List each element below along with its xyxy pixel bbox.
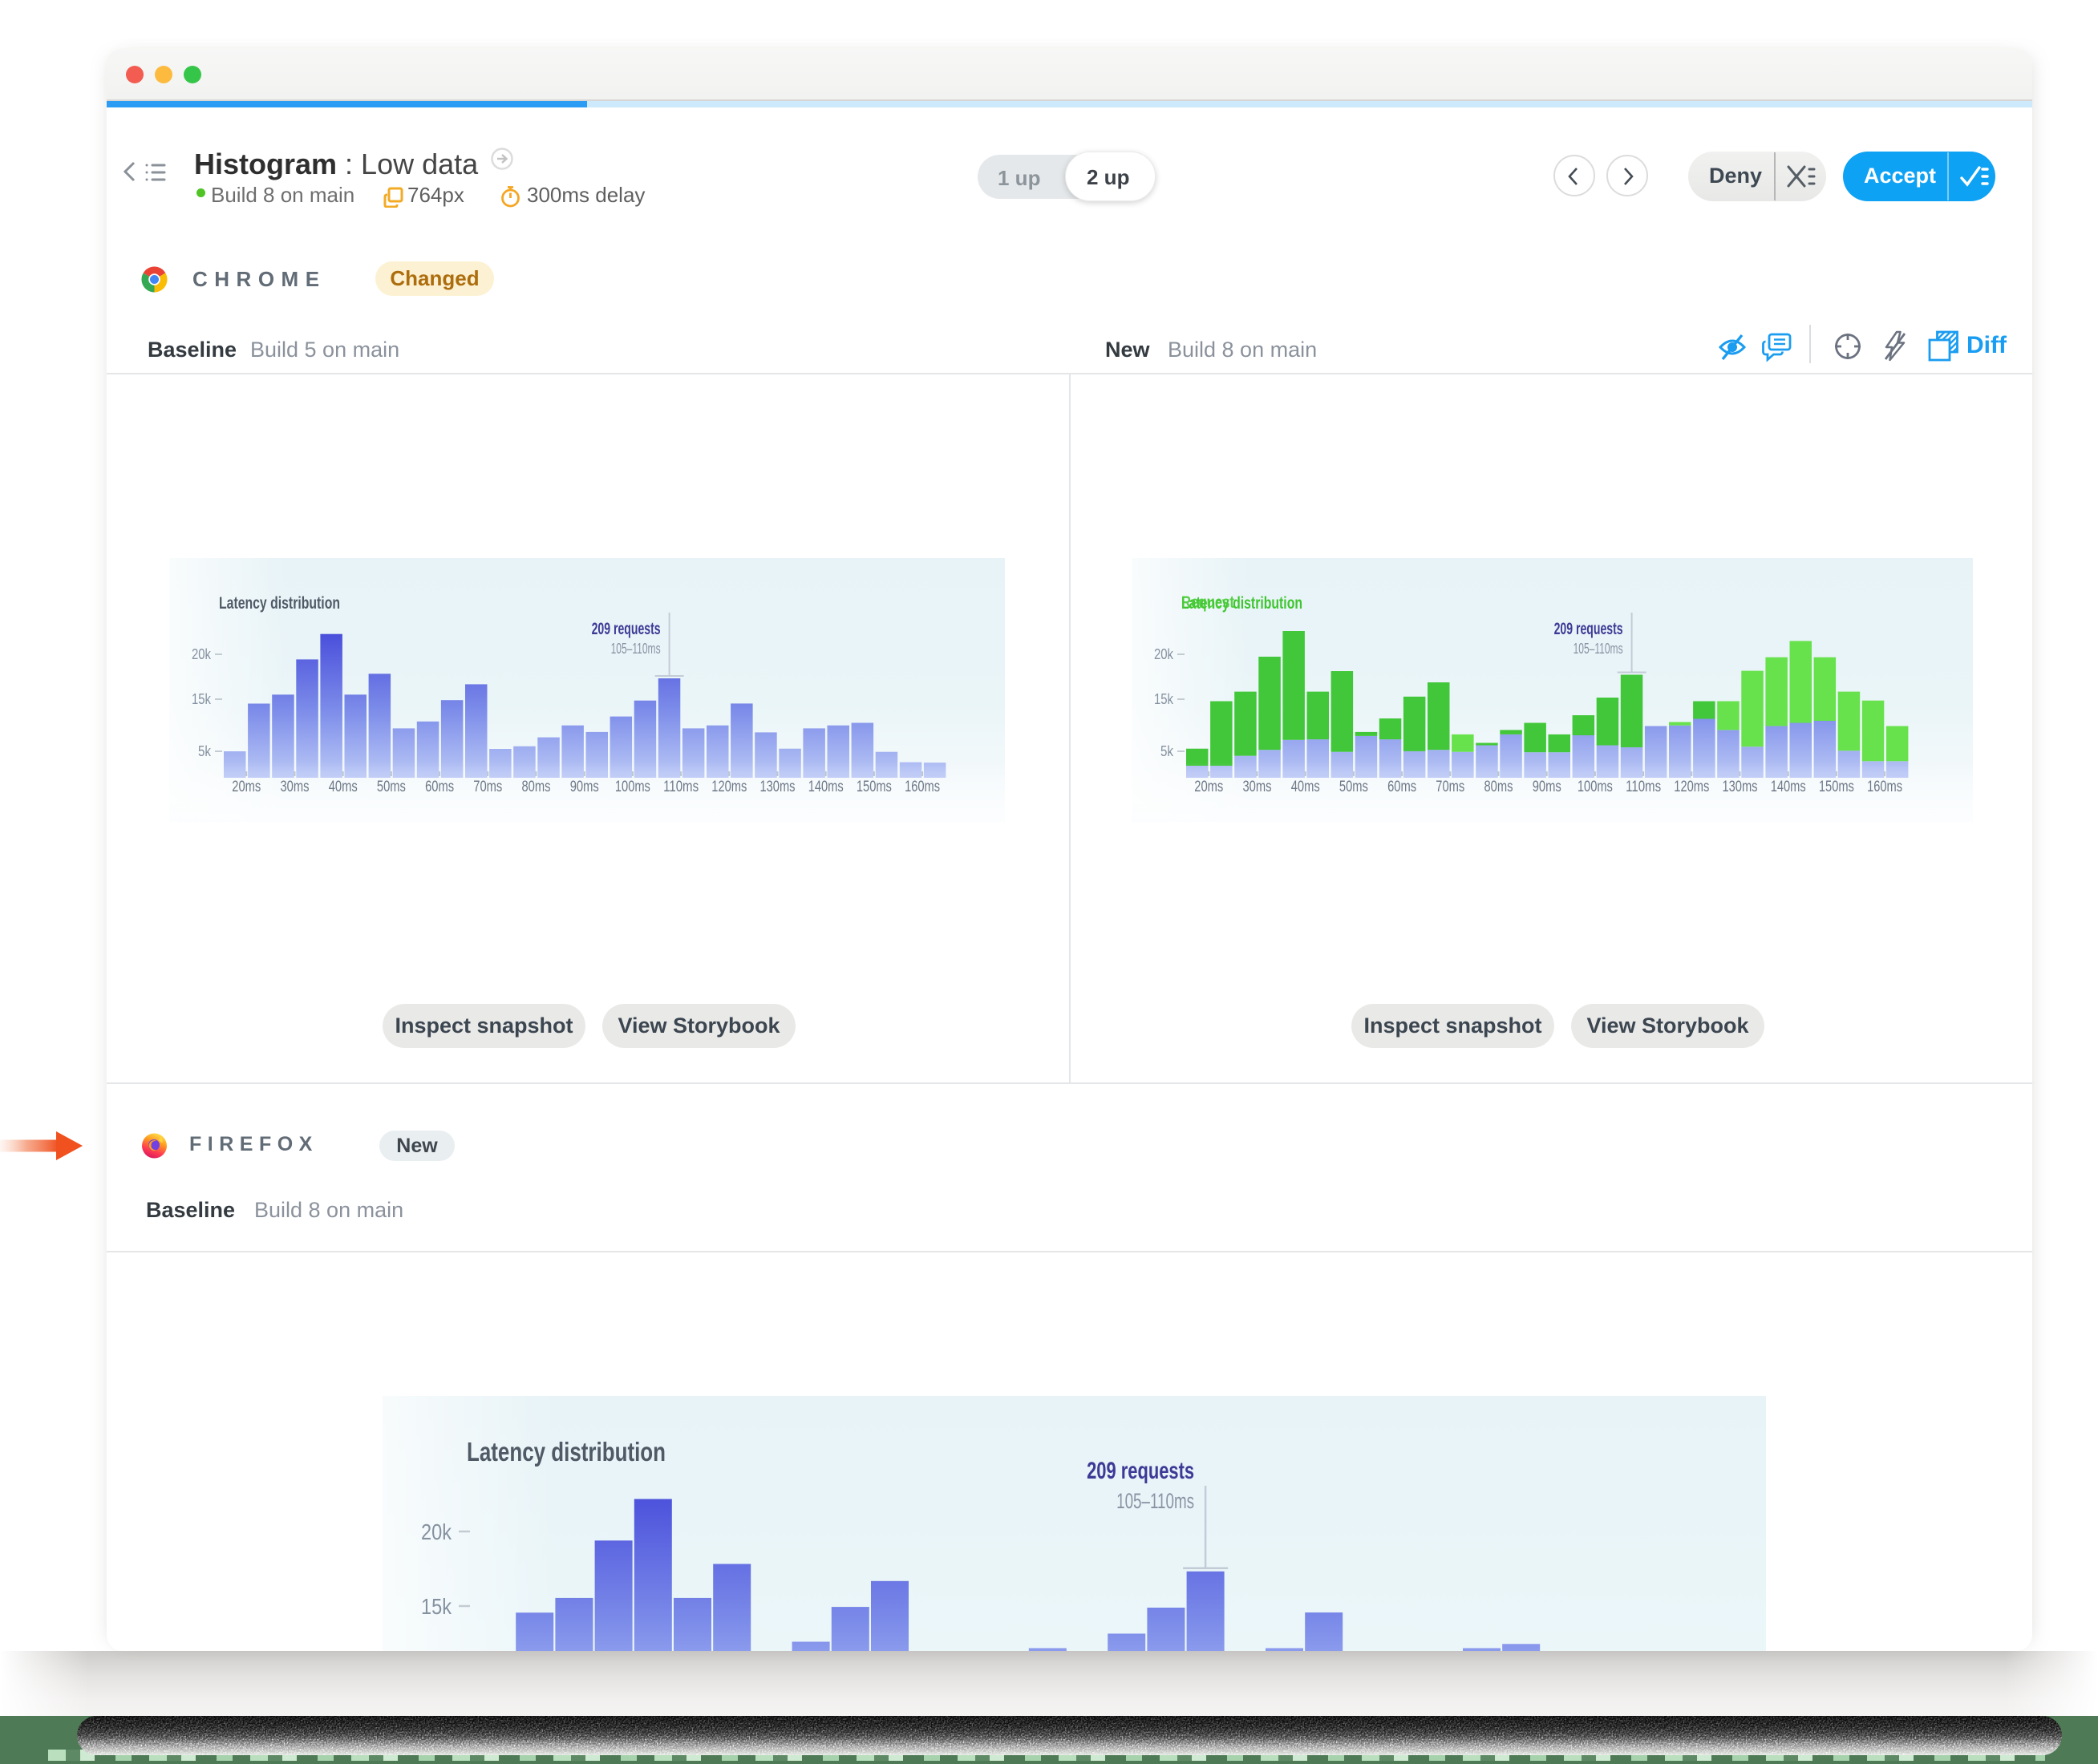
svg-text:105–110ms: 105–110ms [611, 641, 661, 657]
svg-text:Latency distribution: Latency distribution [219, 594, 340, 613]
svg-text:105–110ms: 105–110ms [1116, 1489, 1194, 1513]
svg-text:209 requests: 209 requests [592, 620, 661, 638]
svg-text:30ms: 30ms [1243, 779, 1272, 795]
svg-text:60ms: 60ms [1387, 779, 1416, 795]
svg-text:15k: 15k [1154, 691, 1174, 707]
svg-text:140ms: 140ms [808, 779, 844, 795]
svg-text:20ms: 20ms [1194, 779, 1223, 795]
svg-text:209 requests: 209 requests [1554, 620, 1623, 638]
svg-text:60ms: 60ms [425, 779, 454, 795]
svg-text:40ms: 40ms [1291, 779, 1320, 795]
svg-text:Request: Request [1181, 593, 1234, 612]
svg-text:20k: 20k [421, 1519, 452, 1544]
svg-text:209 requests: 209 requests [1087, 1458, 1194, 1484]
svg-text:110ms: 110ms [663, 779, 699, 795]
svg-text:Latency distribution: Latency distribution [467, 1437, 666, 1467]
svg-text:70ms: 70ms [473, 779, 502, 795]
svg-text:40ms: 40ms [329, 779, 358, 795]
svg-text:20ms: 20ms [232, 779, 261, 795]
svg-text:70ms: 70ms [1436, 779, 1464, 795]
svg-text:120ms: 120ms [1674, 779, 1709, 795]
svg-text:90ms: 90ms [570, 779, 599, 795]
svg-text:5k: 5k [1160, 743, 1174, 759]
svg-text:50ms: 50ms [377, 779, 406, 795]
svg-text:20k: 20k [1154, 646, 1174, 662]
svg-text:160ms: 160ms [905, 779, 940, 795]
svg-text:50ms: 50ms [1339, 779, 1368, 795]
svg-text:15k: 15k [192, 691, 212, 707]
svg-text:100ms: 100ms [1578, 779, 1613, 795]
svg-text:90ms: 90ms [1533, 779, 1561, 795]
svg-text:30ms: 30ms [281, 779, 310, 795]
svg-text:105–110ms: 105–110ms [1574, 641, 1623, 657]
svg-text:80ms: 80ms [522, 779, 551, 795]
svg-text:120ms: 120ms [711, 779, 747, 795]
svg-text:150ms: 150ms [857, 779, 892, 795]
svg-text:140ms: 140ms [1771, 779, 1806, 795]
svg-text:110ms: 110ms [1626, 779, 1661, 795]
svg-text:15k: 15k [421, 1594, 452, 1619]
svg-text:Latency distribution: Latency distribution [1181, 594, 1302, 613]
svg-text:100ms: 100ms [615, 779, 650, 795]
svg-text:160ms: 160ms [1867, 779, 1902, 795]
svg-text:130ms: 130ms [1723, 779, 1758, 795]
svg-text:130ms: 130ms [760, 779, 796, 795]
svg-text:150ms: 150ms [1819, 779, 1854, 795]
svg-text:80ms: 80ms [1484, 779, 1513, 795]
svg-text:5k: 5k [198, 743, 212, 759]
svg-text:20k: 20k [192, 646, 212, 662]
